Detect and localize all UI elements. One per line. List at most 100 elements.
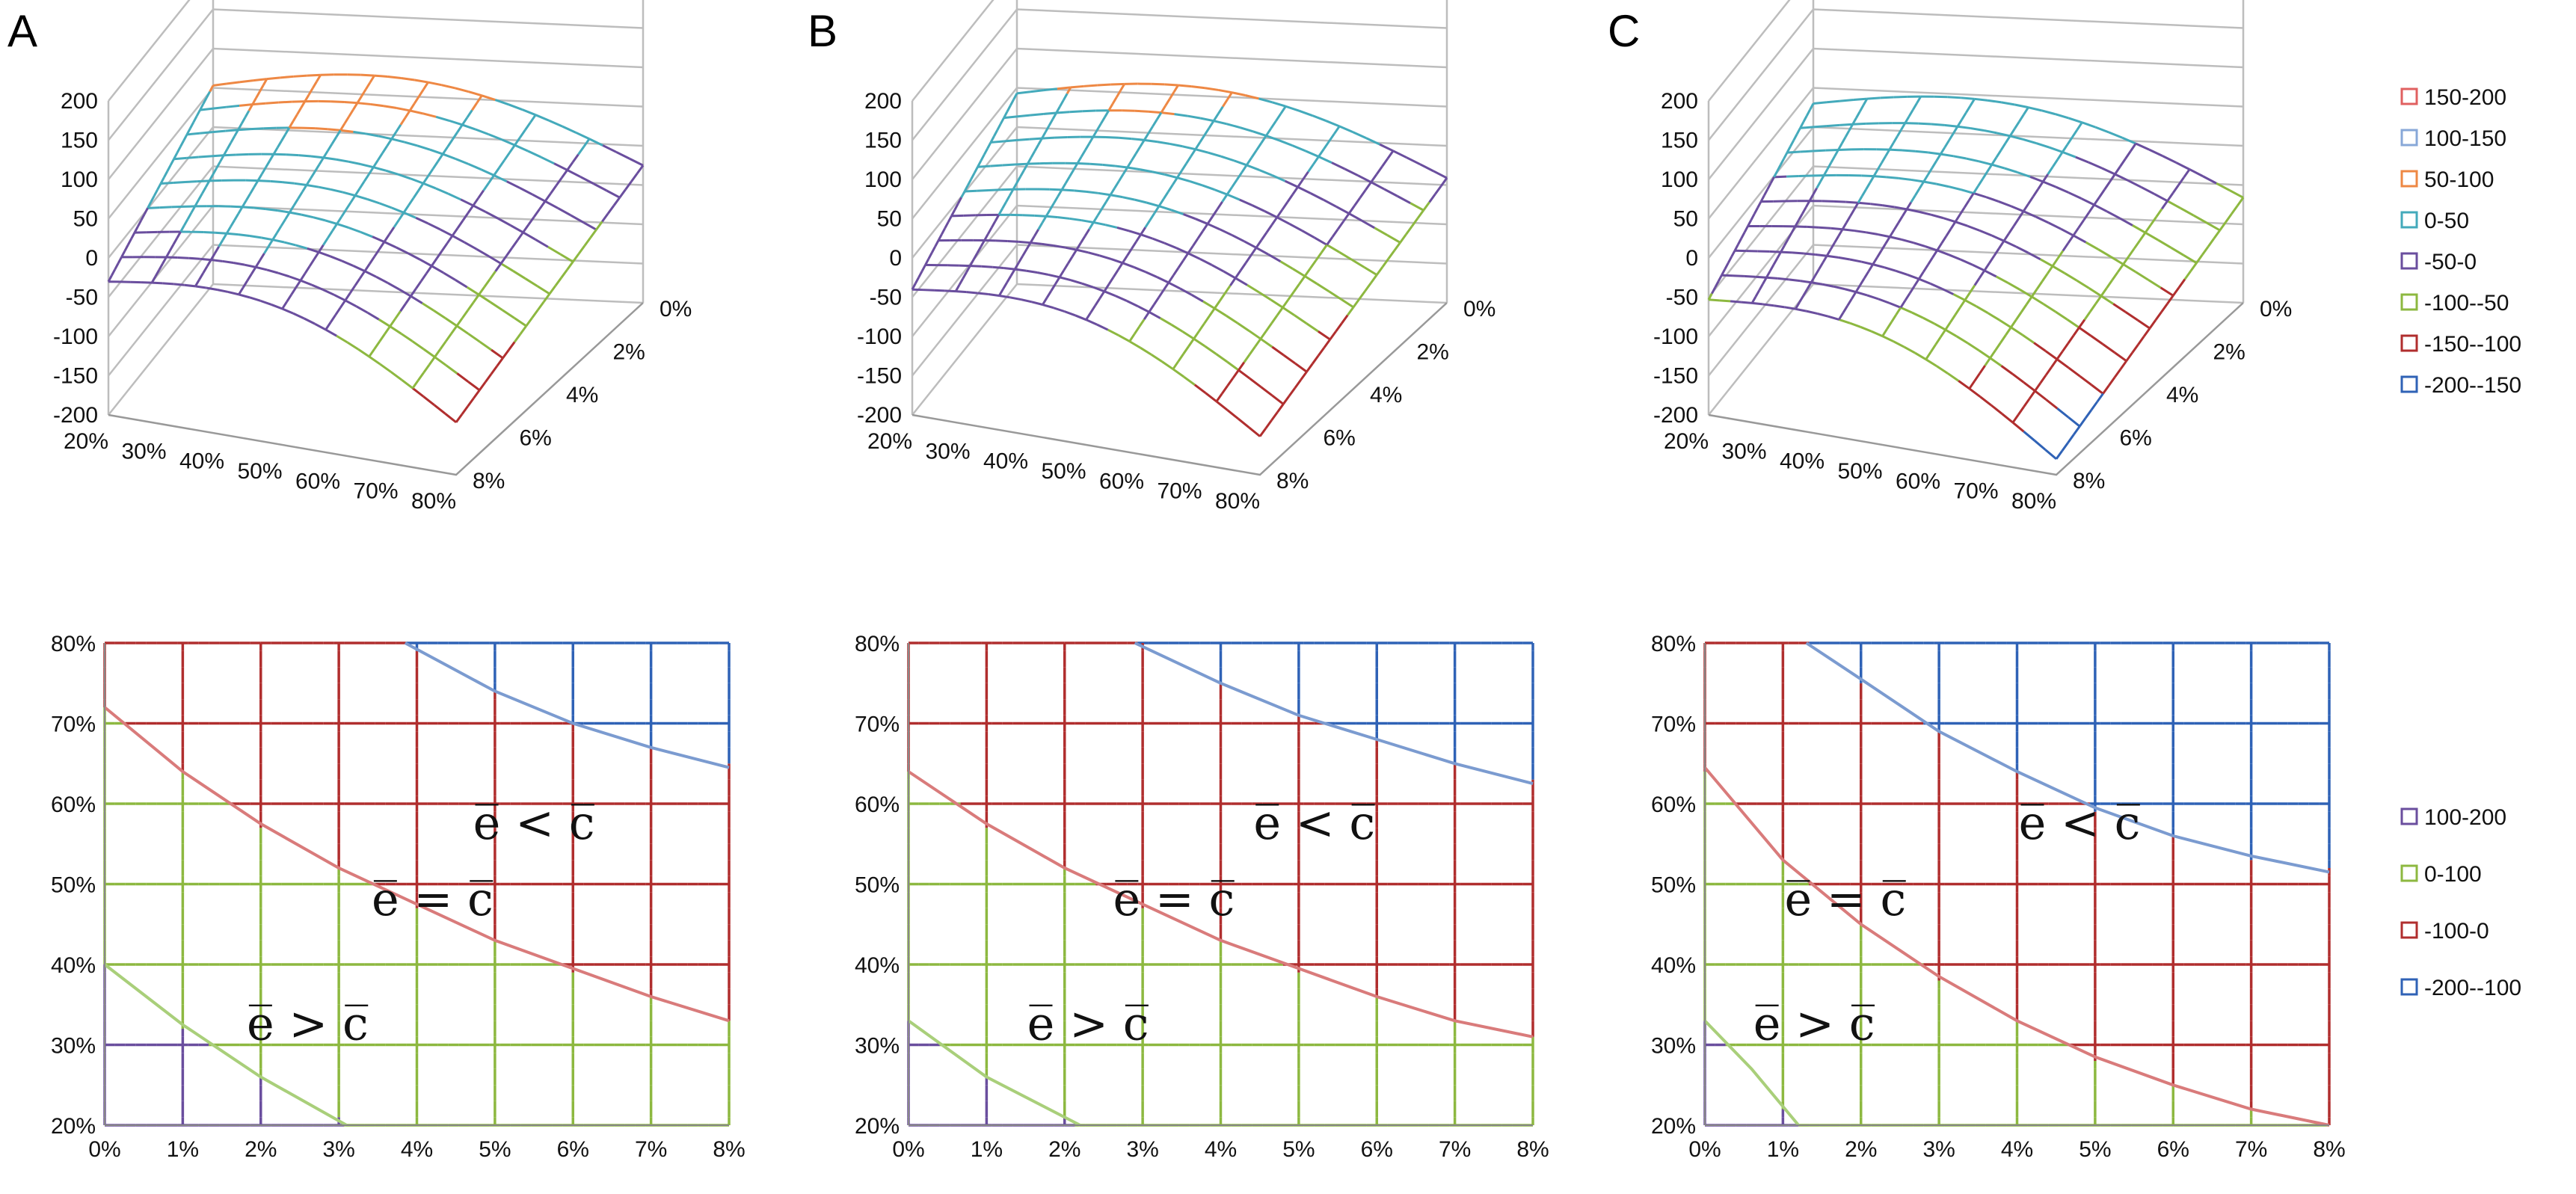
surface-mesh-segment — [1866, 294, 1879, 301]
surface-z-tick: 200 — [61, 89, 98, 114]
surface-mesh-segment — [2066, 318, 2080, 329]
surface-mesh-segment — [1294, 314, 1307, 324]
surface-y-tick: 6% — [2120, 426, 2152, 451]
surface-mesh-segment — [201, 186, 207, 194]
surface-mesh-segment — [472, 197, 480, 206]
contour-x-tick: 3% — [322, 1137, 354, 1162]
surface-mesh-segment — [226, 81, 241, 85]
surface-mesh-segment — [1260, 337, 1273, 348]
surface-mesh-segment — [2075, 156, 2089, 164]
surface-mesh-segment — [2017, 171, 2031, 178]
surface-mesh-segment — [1214, 307, 1227, 317]
surface-mesh-segment — [1870, 203, 1883, 207]
surface-mesh-segment — [225, 129, 239, 132]
surface-mesh-segment — [2113, 368, 2122, 378]
surface-mesh-segment — [1434, 185, 1442, 195]
surface-mesh-segment — [531, 309, 539, 319]
surface-mesh-segment — [2080, 197, 2095, 206]
legend-swatch — [2400, 170, 2418, 188]
surface-mesh-segment — [2027, 195, 2035, 205]
surface-mesh-segment — [2079, 375, 2093, 387]
surface-mesh-segment — [455, 317, 464, 327]
surface-mesh-segment — [1433, 170, 1448, 179]
surface-z-tick: -100 — [857, 324, 902, 349]
surface-mesh-segment — [1899, 300, 1907, 309]
surface-mesh-segment — [472, 294, 480, 304]
surface-mesh-segment — [345, 299, 357, 308]
surface-mesh-segment — [2056, 151, 2064, 161]
surface-mesh-segment — [249, 235, 262, 239]
surface-mesh-segment — [381, 145, 388, 154]
contour-x-tick: 8% — [2313, 1137, 2345, 1162]
surface-mesh-segment — [1081, 282, 1094, 289]
surface-mesh-segment — [1128, 230, 1142, 236]
surface-mesh-segment — [1763, 188, 1769, 197]
surface-mesh-segment — [370, 102, 384, 108]
surface-mesh-segment — [399, 303, 407, 313]
surface-mesh-segment — [1131, 153, 1137, 161]
surface-mesh-segment — [2029, 176, 2044, 183]
surface-mesh-segment — [1198, 322, 1205, 332]
surface-mesh-segment — [1769, 176, 1775, 184]
surface-mesh-segment — [340, 129, 354, 133]
surface-mesh-segment — [1304, 275, 1318, 285]
surface-mesh-segment — [1813, 125, 1827, 129]
surface-mesh-segment — [360, 163, 374, 169]
surface-mesh-segment — [1080, 235, 1086, 244]
surface-mesh-segment — [1300, 371, 1308, 381]
surface-mesh-segment — [2015, 245, 2029, 254]
surface-mesh-segment — [289, 205, 295, 213]
surface-mesh-segment — [1187, 338, 1195, 348]
surface-mesh-segment — [336, 216, 342, 225]
surface-mesh-segment — [583, 236, 591, 247]
surface-mesh-segment — [976, 246, 983, 254]
surface-mesh-segment — [212, 167, 218, 176]
surface-mesh-segment — [1979, 396, 1992, 407]
surface-gridline — [912, 87, 1448, 220]
surface-mesh-segment — [1140, 233, 1153, 240]
surface-mesh-segment — [1347, 205, 1356, 215]
surface-mesh-segment — [1967, 224, 1981, 232]
surface-mesh-segment — [401, 379, 414, 390]
surface-mesh-segment — [1730, 300, 1742, 304]
surface-mesh-segment — [455, 87, 469, 93]
surface-mesh-segment — [289, 275, 301, 282]
surface-mesh-segment — [2044, 350, 2058, 360]
surface-mesh-segment — [1813, 149, 1826, 153]
surface-mesh-segment — [1217, 105, 1224, 115]
surface-mesh-segment — [1973, 185, 1979, 194]
surface-mesh-segment — [357, 348, 370, 358]
surface-z-tick: 50 — [73, 207, 98, 232]
surface-mesh-segment — [1979, 270, 1986, 279]
surface-mesh-segment — [1848, 123, 1854, 132]
surface-mesh-segment — [1784, 306, 1796, 310]
surface-mesh-segment — [1181, 162, 1187, 172]
surface-mesh-segment — [2078, 326, 2092, 337]
contour-x-tick: 0% — [892, 1137, 924, 1162]
surface-mesh-segment — [512, 270, 526, 280]
surface-mesh-segment — [1275, 113, 1282, 122]
surface-mesh-segment — [1918, 210, 1931, 216]
surface-mesh-segment — [1721, 268, 1727, 276]
surface-mesh-segment — [1105, 135, 1119, 139]
surface-mesh-segment — [266, 76, 280, 81]
surface-mesh-segment — [1140, 168, 1153, 173]
surface-mesh-segment — [973, 166, 979, 174]
surface-mesh-segment — [282, 181, 295, 185]
surface-x-tick: 20% — [64, 429, 108, 454]
surface-mesh-segment — [1854, 230, 1866, 234]
surface-mesh-segment — [2090, 401, 2098, 411]
surface-mesh-segment — [246, 273, 253, 282]
surface-mesh-segment — [2066, 136, 2074, 146]
surface-mesh-segment — [1303, 268, 1312, 277]
surface-mesh-segment — [2062, 150, 2077, 159]
surface-mesh-segment — [427, 222, 441, 231]
surface-mesh-segment — [292, 312, 305, 320]
surface-mesh-segment — [304, 93, 310, 102]
surface-mesh-segment — [165, 250, 171, 258]
surface-mesh-segment — [372, 236, 385, 243]
surface-z-tick: 100 — [864, 167, 902, 192]
surface-y-tick: 8% — [2073, 469, 2105, 493]
surface-mesh-segment — [2007, 282, 2021, 291]
contour-y-tick: 70% — [1651, 713, 1696, 737]
